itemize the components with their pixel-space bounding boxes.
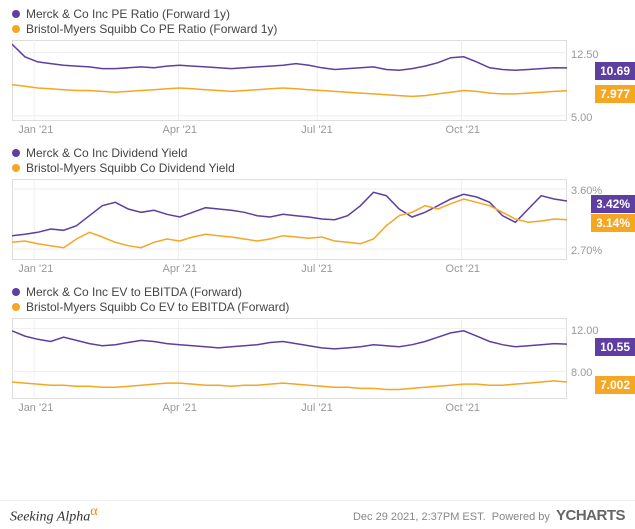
footer: Seeking Alphaα Dec 29 2021, 2:37PM EST. … bbox=[0, 500, 635, 529]
legend-text: Bristol-Myers Squibb Co EV to EBITDA (Fo… bbox=[26, 300, 289, 314]
legend-item: Bristol-Myers Squibb Co PE Ratio (Forwar… bbox=[12, 22, 635, 36]
x-tick-label: Oct '21 bbox=[446, 263, 481, 275]
legend: Merck & Co Inc PE Ratio (Forward 1y)Bris… bbox=[0, 2, 635, 36]
y-tick-label: 2.70% bbox=[571, 245, 602, 257]
legend-swatch bbox=[12, 149, 20, 157]
legend-item: Merck & Co Inc Dividend Yield bbox=[12, 146, 635, 160]
legend-text: Merck & Co Inc Dividend Yield bbox=[26, 146, 187, 160]
legend-item: Merck & Co Inc EV to EBITDA (Forward) bbox=[12, 285, 635, 299]
x-axis: Jan '21 Apr '21 Jul '21 Oct '21 bbox=[12, 400, 567, 418]
x-tick-label: Jan '21 bbox=[18, 124, 53, 136]
series-line bbox=[12, 85, 567, 97]
plot-area bbox=[12, 40, 567, 122]
series-end-label: 3.14% bbox=[591, 214, 635, 232]
legend-text: Merck & Co Inc PE Ratio (Forward 1y) bbox=[26, 7, 230, 21]
legend-text: Bristol-Myers Squibb Co PE Ratio (Forwar… bbox=[26, 22, 277, 36]
x-tick-label: Oct '21 bbox=[446, 124, 481, 136]
legend-item: Bristol-Myers Squibb Co Dividend Yield bbox=[12, 161, 635, 175]
legend-swatch bbox=[12, 164, 20, 172]
seeking-alpha-logo: Seeking Alphaα bbox=[10, 504, 98, 526]
x-tick-label: Apr '21 bbox=[163, 402, 198, 414]
legend: Merck & Co Inc Dividend YieldBristol-Mye… bbox=[0, 141, 635, 175]
chart-panel: Merck & Co Inc PE Ratio (Forward 1y)Bris… bbox=[0, 2, 635, 140]
legend-text: Merck & Co Inc EV to EBITDA (Forward) bbox=[26, 285, 242, 299]
legend-swatch bbox=[12, 288, 20, 296]
x-tick-label: Apr '21 bbox=[163, 263, 198, 275]
series-line bbox=[12, 381, 567, 390]
y-tick-label: 12.00 bbox=[571, 325, 599, 337]
legend-item: Merck & Co Inc PE Ratio (Forward 1y) bbox=[12, 7, 635, 21]
legend-text: Bristol-Myers Squibb Co Dividend Yield bbox=[26, 161, 235, 175]
x-tick-label: Apr '21 bbox=[163, 124, 198, 136]
y-tick-label: 5.00 bbox=[571, 112, 592, 124]
series-line bbox=[12, 199, 567, 248]
x-tick-label: Jul '21 bbox=[301, 402, 332, 414]
legend-swatch bbox=[12, 25, 20, 33]
series-end-label: 10.55 bbox=[595, 338, 635, 356]
series-line bbox=[12, 192, 567, 235]
series-line bbox=[12, 331, 567, 349]
chart-panel: Merck & Co Inc Dividend YieldBristol-Mye… bbox=[0, 141, 635, 279]
legend: Merck & Co Inc EV to EBITDA (Forward)Bri… bbox=[0, 280, 635, 314]
series-end-label: 7.977 bbox=[595, 85, 635, 103]
legend-item: Bristol-Myers Squibb Co EV to EBITDA (Fo… bbox=[12, 300, 635, 314]
x-tick-label: Oct '21 bbox=[446, 402, 481, 414]
footer-meta: Dec 29 2021, 2:37PM EST. Powered by YCHA… bbox=[353, 507, 625, 524]
series-end-label: 7.002 bbox=[595, 376, 635, 394]
legend-swatch bbox=[12, 10, 20, 18]
chart-panel: Merck & Co Inc EV to EBITDA (Forward)Bri… bbox=[0, 280, 635, 418]
legend-swatch bbox=[12, 303, 20, 311]
x-tick-label: Jul '21 bbox=[301, 263, 332, 275]
x-tick-label: Jan '21 bbox=[18, 263, 53, 275]
x-axis: Jan '21 Apr '21 Jul '21 Oct '21 bbox=[12, 261, 567, 279]
series-line bbox=[12, 44, 567, 70]
x-axis: Jan '21 Apr '21 Jul '21 Oct '21 bbox=[12, 122, 567, 140]
y-tick-label: 8.00 bbox=[571, 367, 592, 379]
plot-area bbox=[12, 179, 567, 261]
series-end-label: 10.69 bbox=[595, 62, 635, 80]
series-end-label: 3.42% bbox=[591, 195, 635, 213]
x-tick-label: Jan '21 bbox=[18, 402, 53, 414]
y-tick-label: 12.50 bbox=[571, 49, 599, 61]
x-tick-label: Jul '21 bbox=[301, 124, 332, 136]
ycharts-logo: YCHARTS bbox=[556, 507, 625, 524]
plot-area bbox=[12, 318, 567, 400]
